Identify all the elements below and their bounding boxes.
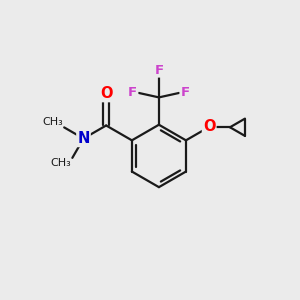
Text: F: F: [128, 86, 137, 99]
Text: O: O: [203, 119, 215, 134]
Text: O: O: [100, 86, 112, 101]
Text: CH₃: CH₃: [50, 158, 71, 169]
Text: N: N: [77, 131, 90, 146]
Text: F: F: [181, 86, 190, 99]
Text: CH₃: CH₃: [42, 117, 63, 127]
Text: F: F: [154, 64, 164, 76]
